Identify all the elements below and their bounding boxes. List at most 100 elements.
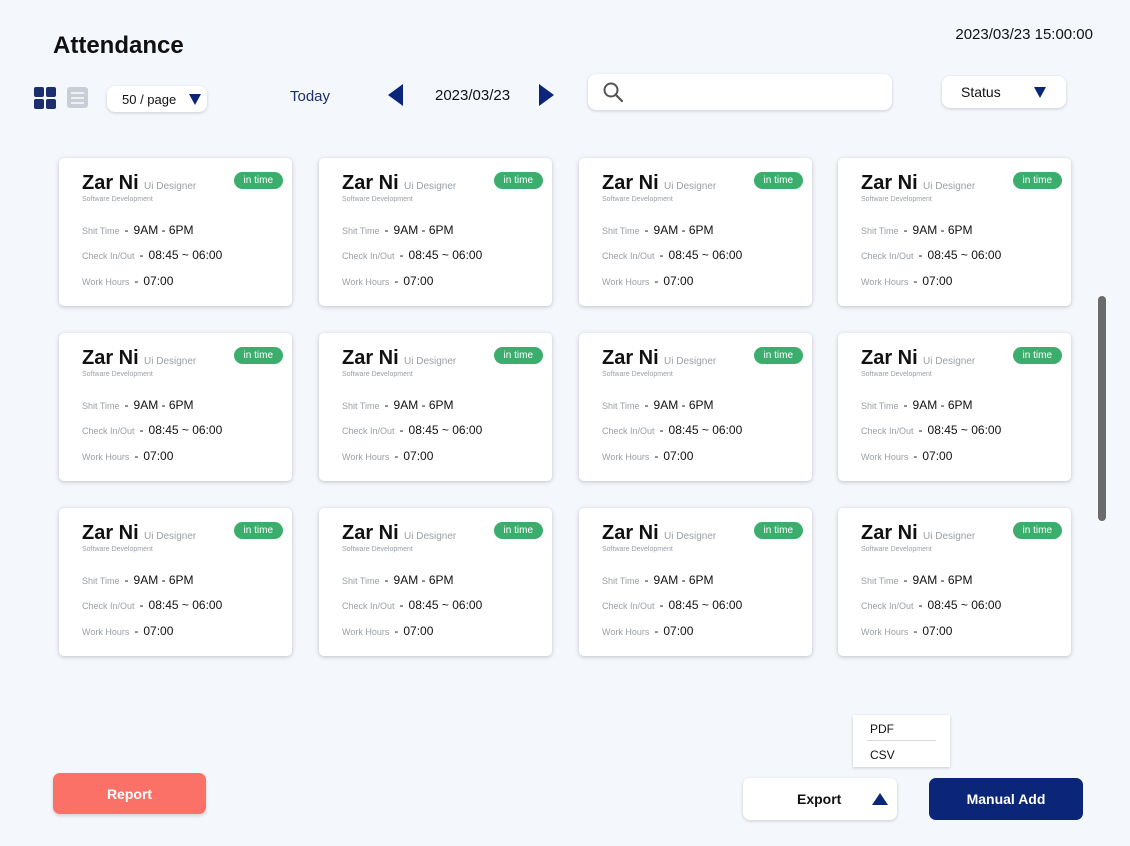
status-badge: in time	[1012, 522, 1062, 539]
shift-row: Shit Time -9AM - 6PM	[342, 573, 454, 587]
grid-view-icon[interactable]	[34, 87, 56, 109]
employee-name: Zar Ni	[82, 172, 139, 194]
export-button[interactable]: Export	[743, 778, 897, 820]
shift-label: Shit Time	[861, 401, 899, 411]
hours-value: 07:00	[663, 449, 694, 463]
check-row: Check In/Out -08:45 ~ 06:00	[861, 598, 1002, 612]
hours-value: 07:00	[663, 274, 694, 288]
attendance-card[interactable]: Zar Ni Ui Designer Software Development in …	[319, 508, 552, 656]
manual-add-button[interactable]: Manual Add	[929, 778, 1083, 820]
scrollbar[interactable]	[1098, 296, 1106, 521]
hours-label: Work Hours	[82, 452, 130, 462]
check-label: Check In/Out	[861, 426, 914, 436]
check-value: 08:45 ~ 06:00	[927, 248, 1002, 262]
attendance-card[interactable]: Zar Ni Ui Designer Software Development in …	[838, 158, 1071, 306]
shift-row: Shit Time -9AM - 6PM	[861, 573, 973, 587]
current-date: 2023/03/23	[435, 87, 511, 104]
status-badge: in time	[1012, 347, 1062, 364]
check-row: Check In/Out -08:45 ~ 06:00	[602, 598, 743, 612]
check-value: 08:45 ~ 06:00	[668, 423, 743, 437]
hours-value: 07:00	[403, 624, 434, 638]
shift-value: 9AM - 6PM	[912, 398, 973, 412]
export-option-pdf[interactable]: PDF	[870, 722, 894, 736]
shift-label: Shit Time	[602, 226, 640, 236]
export-option-csv[interactable]: CSV	[870, 748, 895, 762]
hours-row: Work Hours -07:00	[82, 624, 174, 638]
hours-row: Work Hours -07:00	[82, 274, 174, 288]
employee-department: Software Development	[82, 546, 153, 553]
hours-value: 07:00	[922, 624, 953, 638]
status-badge: in time	[753, 172, 803, 189]
shift-value: 9AM - 6PM	[133, 398, 194, 412]
shift-row: Shit Time -9AM - 6PM	[861, 398, 973, 412]
employee-department: Software Development	[82, 196, 153, 203]
next-date-icon[interactable]	[539, 84, 554, 106]
employee-department: Software Development	[342, 546, 413, 553]
current-datetime: 2023/03/23 15:00:00	[955, 26, 1093, 43]
hours-label: Work Hours	[342, 452, 390, 462]
attendance-card[interactable]: Zar Ni Ui Designer Software Development in …	[579, 333, 812, 481]
employee-department: Software Development	[602, 371, 673, 378]
hours-row: Work Hours -07:00	[82, 449, 174, 463]
search-input[interactable]	[632, 83, 892, 101]
shift-row: Shit Time -9AM - 6PM	[342, 223, 454, 237]
attendance-card[interactable]: Zar Ni Ui Designer Software Development in …	[59, 333, 292, 481]
check-label: Check In/Out	[342, 251, 395, 261]
employee-department: Software Development	[342, 371, 413, 378]
shift-row: Shit Time -9AM - 6PM	[602, 398, 714, 412]
shift-label: Shit Time	[861, 226, 899, 236]
hours-row: Work Hours -07:00	[861, 274, 953, 288]
check-row: Check In/Out -08:45 ~ 06:00	[342, 248, 483, 262]
hours-value: 07:00	[663, 624, 694, 638]
hours-row: Work Hours -07:00	[602, 274, 694, 288]
status-badge: in time	[233, 347, 283, 364]
attendance-card[interactable]: Zar Ni Ui Designer Software Development in …	[579, 508, 812, 656]
per-page-select[interactable]: 50 / page	[107, 86, 207, 112]
employee-department: Software Development	[861, 196, 932, 203]
hours-label: Work Hours	[861, 452, 909, 462]
employee-name: Zar Ni	[861, 172, 918, 194]
attendance-card[interactable]: Zar Ni Ui Designer Software Development in …	[838, 333, 1071, 481]
employee-department: Software Development	[602, 546, 673, 553]
attendance-card[interactable]: Zar Ni Ui Designer Software Development in …	[579, 158, 812, 306]
employee-department: Software Development	[342, 196, 413, 203]
shift-label: Shit Time	[82, 576, 120, 586]
employee-role: Ui Designer	[404, 356, 457, 367]
attendance-card[interactable]: Zar Ni Ui Designer Software Development in …	[838, 508, 1071, 656]
check-row: Check In/Out -08:45 ~ 06:00	[861, 248, 1002, 262]
search-icon	[603, 82, 624, 103]
hours-row: Work Hours -07:00	[342, 624, 434, 638]
check-label: Check In/Out	[82, 601, 135, 611]
hours-value: 07:00	[922, 449, 953, 463]
shift-value: 9AM - 6PM	[912, 223, 973, 237]
attendance-card[interactable]: Zar Ni Ui Designer Software Development in …	[319, 333, 552, 481]
search-box[interactable]	[588, 74, 892, 110]
employee-name: Zar Ni	[342, 172, 399, 194]
check-value: 08:45 ~ 06:00	[148, 598, 223, 612]
hours-label: Work Hours	[342, 627, 390, 637]
check-row: Check In/Out -08:45 ~ 06:00	[82, 598, 223, 612]
shift-label: Shit Time	[602, 576, 640, 586]
check-label: Check In/Out	[82, 251, 135, 261]
shift-label: Shit Time	[861, 576, 899, 586]
employee-role: Ui Designer	[144, 531, 197, 542]
hours-value: 07:00	[403, 449, 434, 463]
export-menu: PDF CSV	[853, 715, 950, 767]
employee-department: Software Development	[602, 196, 673, 203]
hours-label: Work Hours	[602, 277, 650, 287]
employee-role: Ui Designer	[404, 181, 457, 192]
menu-divider	[867, 740, 936, 741]
employee-name: Zar Ni	[342, 347, 399, 369]
shift-value: 9AM - 6PM	[912, 573, 973, 587]
list-view-icon[interactable]	[67, 87, 88, 108]
check-value: 08:45 ~ 06:00	[148, 423, 223, 437]
status-filter-select[interactable]: Status	[942, 76, 1066, 108]
attendance-card[interactable]: Zar Ni Ui Designer Software Development in …	[319, 158, 552, 306]
attendance-card[interactable]: Zar Ni Ui Designer Software Development in …	[59, 158, 292, 306]
today-button[interactable]: Today	[290, 88, 331, 105]
report-button[interactable]: Report	[53, 773, 206, 814]
check-label: Check In/Out	[861, 251, 914, 261]
prev-date-icon[interactable]	[388, 84, 403, 106]
shift-value: 9AM - 6PM	[393, 573, 454, 587]
attendance-card[interactable]: Zar Ni Ui Designer Software Development in …	[59, 508, 292, 656]
